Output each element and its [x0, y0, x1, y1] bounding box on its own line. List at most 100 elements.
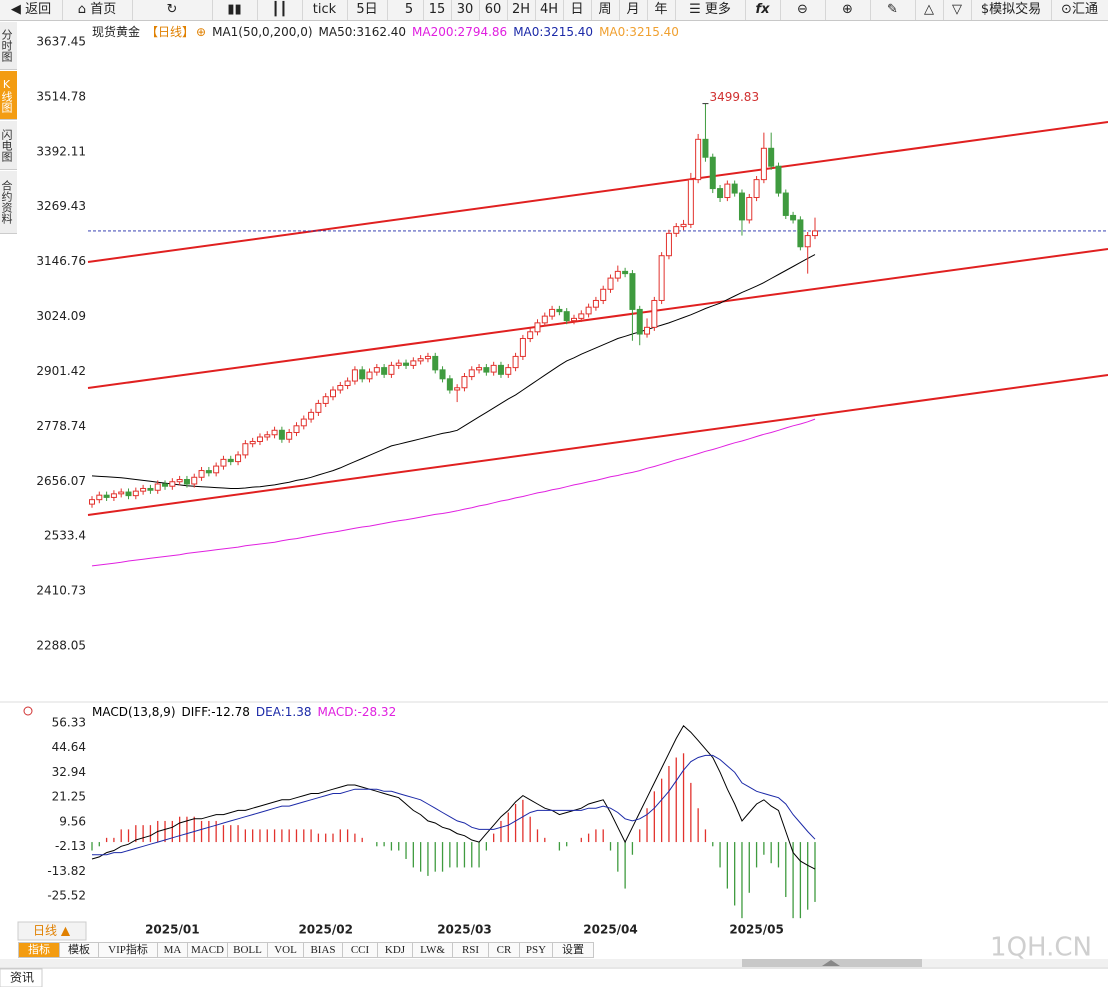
candle-body	[665, 232, 672, 257]
indicator-tab[interactable]: CCI	[343, 942, 378, 958]
side-tab[interactable]: K线图	[0, 71, 17, 120]
draw-button[interactable]: ✎	[870, 0, 916, 20]
indicator-tab[interactable]: KDJ	[378, 942, 413, 958]
candle-body	[658, 255, 665, 301]
candle-body	[746, 197, 753, 221]
back-button[interactable]: ◀ 返回	[0, 0, 63, 20]
home-label[interactable]: 首页	[90, 2, 117, 17]
candle-icon[interactable]: ┃┃	[257, 0, 303, 20]
y-tick-label: 2288.05	[36, 638, 86, 652]
indicator-tab[interactable]: MACD	[188, 942, 228, 958]
fx-button[interactable]: fx	[745, 0, 781, 20]
back-label[interactable]: 返回	[25, 2, 52, 17]
huitong-button[interactable]: ⊙汇通	[1061, 2, 1098, 17]
candle-body	[205, 470, 212, 474]
candle-body	[235, 454, 242, 463]
period-box[interactable]	[17, 921, 87, 941]
candle-body	[308, 411, 315, 420]
sim-button[interactable]: $模拟交易	[971, 0, 1052, 20]
footer-tab[interactable]: 资讯	[10, 971, 34, 985]
candle-body	[424, 355, 431, 360]
huitong-label[interactable]: 汇通	[1071, 2, 1098, 17]
candle-body	[373, 367, 380, 373]
candle-body	[103, 494, 110, 498]
candle-body	[417, 358, 424, 362]
indicator-tab[interactable]: VOL	[268, 942, 304, 958]
candle-body	[519, 338, 526, 357]
y-tick-label: 3637.45	[36, 35, 86, 49]
candle-body	[388, 364, 395, 375]
zoom-in[interactable]: ⊕	[825, 0, 871, 20]
y-tick-label: 44.64	[52, 740, 86, 754]
period-button[interactable]: 月	[619, 0, 648, 20]
y-tick-label: 3514.78	[36, 89, 86, 103]
indicator-tab[interactable]: VIP指标	[99, 942, 158, 958]
period-button[interactable]: 5日	[347, 0, 388, 20]
home-button[interactable]: ⌂ 首页	[62, 0, 133, 20]
macd-legend: MACD(13,8,9) DIFF:-12.78 DEA:1.38 MACD:-28.…	[92, 705, 408, 719]
peak-label: 3499.83	[709, 90, 759, 104]
candle-body	[636, 308, 643, 335]
candle-body	[286, 432, 293, 440]
x-tick-label: 2025/05	[729, 923, 783, 937]
zoom-out[interactable]: ⊖	[780, 0, 826, 20]
up-button[interactable]: △	[915, 0, 944, 20]
legend: 现货黄金 【日线】 ⊕ MA1(50,0,200,0) MA50:3162.40 MA20…	[92, 23, 691, 40]
period-button[interactable]: 2H	[507, 0, 536, 20]
x-tick-label: 2025/02	[298, 923, 352, 937]
indicator-tab[interactable]: 模板	[60, 942, 99, 958]
period-button[interactable]: 15	[423, 0, 452, 20]
more-label[interactable]: 更多	[704, 2, 731, 17]
period-button[interactable]: 年	[647, 0, 676, 20]
more-button[interactable]: ☰ 更多	[675, 0, 746, 20]
period-selector[interactable]: 日线 ▲	[33, 924, 71, 938]
legend-item: DEA:1.38	[255, 705, 312, 719]
indicator-tab[interactable]: BIAS	[304, 942, 343, 958]
footer-tab-box[interactable]	[0, 968, 43, 987]
settings-icon[interactable]	[23, 706, 33, 716]
sim-label[interactable]: 模拟交易	[989, 2, 1042, 17]
ma-line	[91, 254, 816, 489]
chart-icon[interactable]: ▮▮	[212, 0, 258, 20]
x-tick-label: 2025/04	[583, 923, 637, 937]
side-tab[interactable]: 分时图	[0, 22, 17, 70]
indicator-tab[interactable]: MA	[158, 942, 188, 958]
y-tick-label: 2656.07	[36, 474, 86, 488]
candle-body	[695, 138, 702, 181]
candle-body	[614, 270, 621, 279]
candle-body	[804, 235, 811, 248]
indicator-tab[interactable]: 设置	[553, 942, 594, 958]
candle-body	[271, 429, 278, 436]
candle-body	[446, 378, 453, 391]
indicator-tab[interactable]: BOLL	[228, 942, 268, 958]
refresh-button[interactable]: ↻	[132, 0, 213, 20]
y-tick-label: 2778.74	[36, 419, 86, 433]
period-button[interactable]: 周	[591, 0, 620, 20]
indicator-tab[interactable]: PSY	[520, 942, 553, 958]
candle-body	[191, 476, 198, 485]
period-button[interactable]: 60	[479, 0, 508, 20]
tick-button[interactable]: tick	[302, 0, 348, 20]
side-tab[interactable]: 合约资料	[0, 171, 17, 234]
side-tab[interactable]: 闪电图	[0, 121, 17, 170]
period-button[interactable]: 30	[451, 0, 480, 20]
period-button[interactable]: 4H	[535, 0, 564, 20]
candle-body	[454, 387, 461, 391]
candle-body	[600, 288, 607, 301]
candle-body	[483, 367, 490, 373]
down-button[interactable]: ▽	[943, 0, 972, 20]
indicator-tab[interactable]: CR	[489, 942, 520, 958]
indicator-tab[interactable]: 指标	[18, 942, 60, 958]
legend-item: MACD:-28.32	[317, 705, 397, 719]
period-button[interactable]: 日	[563, 0, 592, 20]
indicator-tab[interactable]: RSI	[453, 942, 489, 958]
candle-body	[512, 355, 519, 369]
channel-line	[87, 248, 1108, 389]
add-icon[interactable]: ⊕	[196, 25, 207, 39]
indicator-tab[interactable]: LW&	[413, 942, 453, 958]
period-button[interactable]: 5	[395, 0, 424, 20]
candle-body	[432, 355, 439, 371]
candle-body	[768, 147, 775, 167]
legend-item: DIFF:-12.78	[181, 705, 250, 719]
